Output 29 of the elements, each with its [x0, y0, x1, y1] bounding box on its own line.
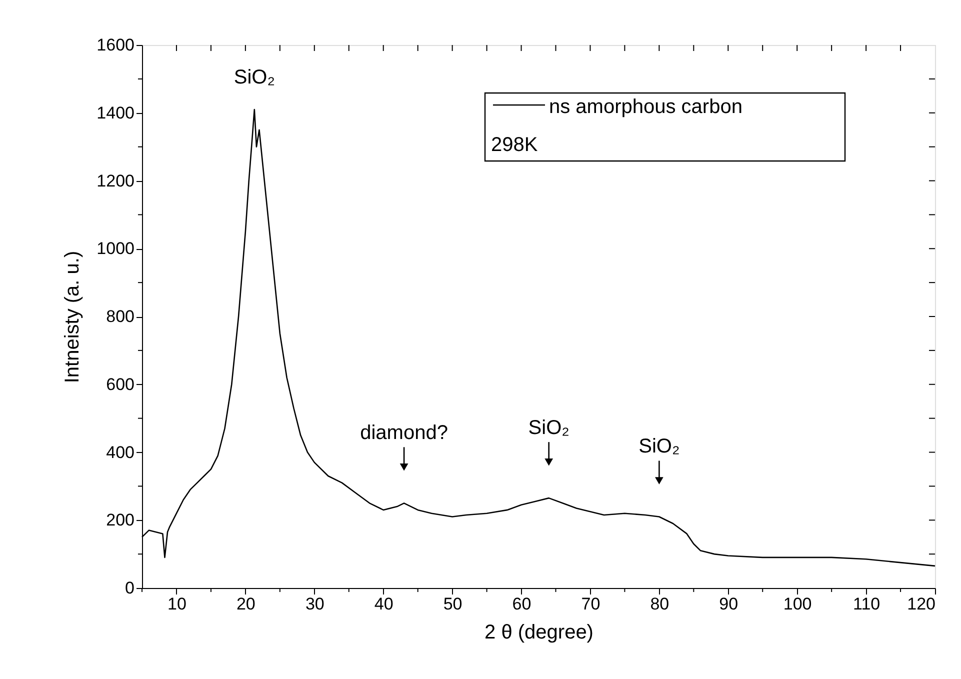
- y-tick-label: 600: [106, 374, 134, 394]
- annotation: SiO₂: [528, 417, 570, 440]
- x-tick-label: 60: [512, 594, 532, 614]
- x-tick-label: 50: [443, 594, 462, 614]
- x-tick-label: 100: [783, 594, 812, 614]
- x-tick-label: 90: [719, 594, 738, 614]
- annotation: SiO₂: [234, 66, 275, 88]
- annotation: diamond?: [360, 422, 448, 444]
- annotation: 298K: [491, 134, 538, 156]
- x-tick-label: 110: [852, 594, 880, 614]
- y-tick-label: 1400: [96, 103, 134, 122]
- x-axis-title: 2 θ (degree): [484, 622, 594, 644]
- x-tick-label: 20: [236, 594, 256, 614]
- y-tick-label: 200: [106, 510, 134, 530]
- y-tick-label: 1200: [96, 171, 134, 190]
- legend-label: ns amorphous carbon: [549, 96, 742, 118]
- y-axis-title: Intneisty (a. u.): [62, 250, 84, 384]
- y-tick-label: 1000: [96, 239, 134, 258]
- y-tick-label: 0: [125, 578, 134, 598]
- x-tick-label: 10: [168, 594, 186, 614]
- x-tick-label: 30: [305, 594, 324, 614]
- y-tick-label: 1600: [96, 36, 134, 54]
- x-tick-label: 120: [907, 594, 936, 614]
- x-tick-label: 80: [650, 594, 670, 614]
- y-tick-label: 800: [106, 307, 134, 326]
- x-tick-label: 40: [374, 594, 394, 614]
- y-tick-label: 400: [106, 442, 134, 462]
- x-tick-label: 70: [581, 594, 600, 614]
- annotation: SiO₂: [638, 436, 680, 458]
